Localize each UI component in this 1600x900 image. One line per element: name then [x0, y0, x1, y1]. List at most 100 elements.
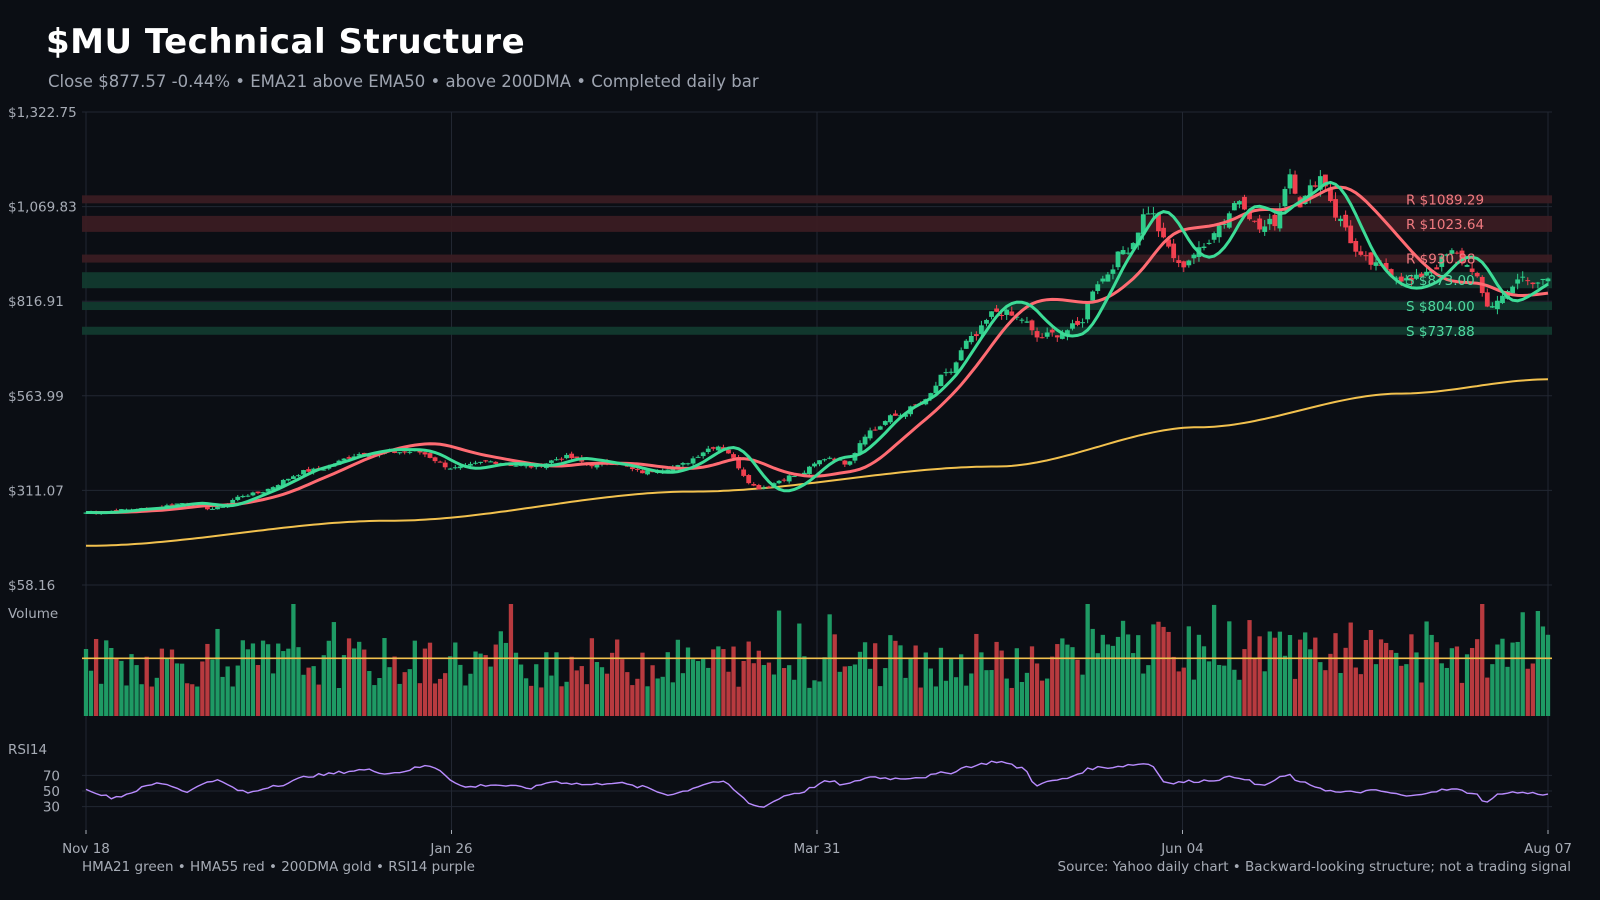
volume-bar — [1120, 620, 1126, 716]
volume-bar — [200, 661, 205, 716]
volume-bar — [1206, 661, 1212, 716]
candle-up — [963, 340, 969, 349]
volume-bar — [1009, 687, 1014, 716]
volume-bar — [544, 652, 549, 716]
candle-up — [786, 475, 792, 482]
volume-bar — [1409, 634, 1414, 716]
volume-bar — [564, 681, 569, 716]
volume-bar — [169, 649, 175, 716]
candle-up — [645, 470, 650, 475]
volume-bar — [584, 684, 589, 716]
volume-bar — [88, 670, 94, 716]
candle-down — [629, 467, 635, 470]
volume-bar — [1404, 664, 1409, 716]
candle-up — [807, 466, 812, 474]
volume-bar — [1429, 634, 1434, 716]
candle-down — [726, 449, 731, 454]
candle-up — [1277, 210, 1283, 229]
volume-bar — [286, 648, 291, 716]
candle-up — [1221, 224, 1227, 226]
volume-bar — [1424, 621, 1429, 716]
volume-bar — [599, 667, 605, 716]
candle-up — [1307, 185, 1313, 199]
candle-down — [1009, 311, 1015, 316]
rsi-path — [85, 760, 1549, 808]
volume-bar — [346, 638, 352, 716]
candle-down — [640, 470, 645, 474]
volume-bar — [1156, 621, 1161, 716]
candle-up — [407, 451, 413, 453]
volume-bar — [357, 641, 362, 716]
volume-bar — [1540, 626, 1546, 716]
candle-up — [523, 465, 529, 467]
volume-bar — [792, 679, 797, 716]
support-zone — [82, 302, 1552, 311]
candle-down — [1292, 174, 1298, 194]
candle-down — [893, 413, 898, 416]
volume-bar — [569, 656, 574, 716]
candle-down — [574, 456, 580, 459]
volume-bar — [1196, 634, 1202, 716]
candle-up — [675, 465, 681, 468]
volume-bar — [594, 662, 600, 716]
candle-up — [366, 455, 372, 457]
candle-up — [1373, 262, 1379, 266]
volume-bar — [291, 604, 296, 716]
x-tick-label: Mar 31 — [794, 841, 841, 857]
candle-down — [402, 451, 408, 453]
volume-bar — [609, 652, 615, 716]
volume-bar — [316, 684, 321, 716]
volume-bar — [1075, 659, 1080, 716]
volume-bar — [574, 670, 579, 716]
volume-bar — [857, 651, 863, 716]
candle-down — [1181, 261, 1187, 268]
candle-down — [1049, 329, 1055, 333]
resistance-zone — [82, 215, 1552, 232]
candle-up — [1535, 282, 1541, 284]
candle-down — [442, 462, 448, 468]
volume-bar — [680, 673, 686, 716]
candle-up — [943, 372, 949, 374]
volume-bar — [432, 683, 438, 716]
candle-up — [1282, 188, 1288, 207]
volume-bar — [513, 652, 519, 716]
candle-up — [235, 496, 241, 500]
volume-bar — [1232, 669, 1237, 716]
candle-up — [1004, 309, 1010, 315]
candle-down — [569, 453, 575, 459]
volume-bar — [1303, 632, 1308, 716]
candle-down — [1358, 251, 1364, 255]
volume-bar — [1272, 637, 1277, 716]
volume-bar — [503, 642, 509, 716]
volume-bar — [1358, 674, 1363, 716]
volume-bar — [185, 683, 190, 716]
candle-up — [989, 311, 994, 317]
price-tick-label: $1,069.83 — [8, 200, 77, 216]
volume-bar — [443, 673, 448, 716]
volume-bar — [807, 687, 812, 716]
volume-bar — [1115, 636, 1121, 716]
candle-down — [1242, 196, 1247, 210]
volume-bar — [1505, 666, 1510, 716]
volume-bar — [1378, 639, 1384, 716]
candle-down — [635, 468, 640, 470]
chart-subtitle: Close $877.57 -0.44% • EMA21 above EMA50… — [48, 72, 759, 91]
volume-bar — [529, 685, 534, 716]
candle-down — [1156, 213, 1161, 232]
resistance-label: R $930.88 — [1406, 252, 1476, 268]
candle-down — [1348, 225, 1354, 244]
candle-up — [1262, 226, 1268, 232]
volume-bar — [989, 670, 994, 716]
volume-bar — [508, 604, 514, 716]
candle-up — [291, 476, 296, 479]
volume-bar — [690, 659, 696, 716]
support-zone — [82, 272, 1552, 289]
volume-bar — [119, 660, 124, 716]
candle-up — [1444, 254, 1450, 256]
candle-up — [447, 468, 453, 470]
candle-down — [1328, 187, 1333, 201]
candle-up — [948, 371, 954, 373]
resistance-label: R $1023.64 — [1406, 217, 1484, 233]
volume-bar — [1085, 604, 1090, 716]
